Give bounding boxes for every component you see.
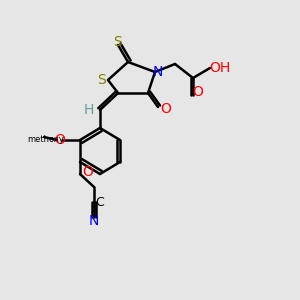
Text: N: N [89,214,99,228]
Text: O: O [82,165,93,179]
Text: C: C [96,196,104,208]
Text: N: N [153,65,163,79]
Text: methoxy: methoxy [28,136,64,145]
Text: S: S [114,35,122,49]
Text: O: O [55,133,65,147]
Text: S: S [97,73,105,87]
Text: OH: OH [209,61,231,75]
Text: H: H [84,103,94,117]
Text: O: O [160,102,171,116]
Text: O: O [193,85,203,99]
